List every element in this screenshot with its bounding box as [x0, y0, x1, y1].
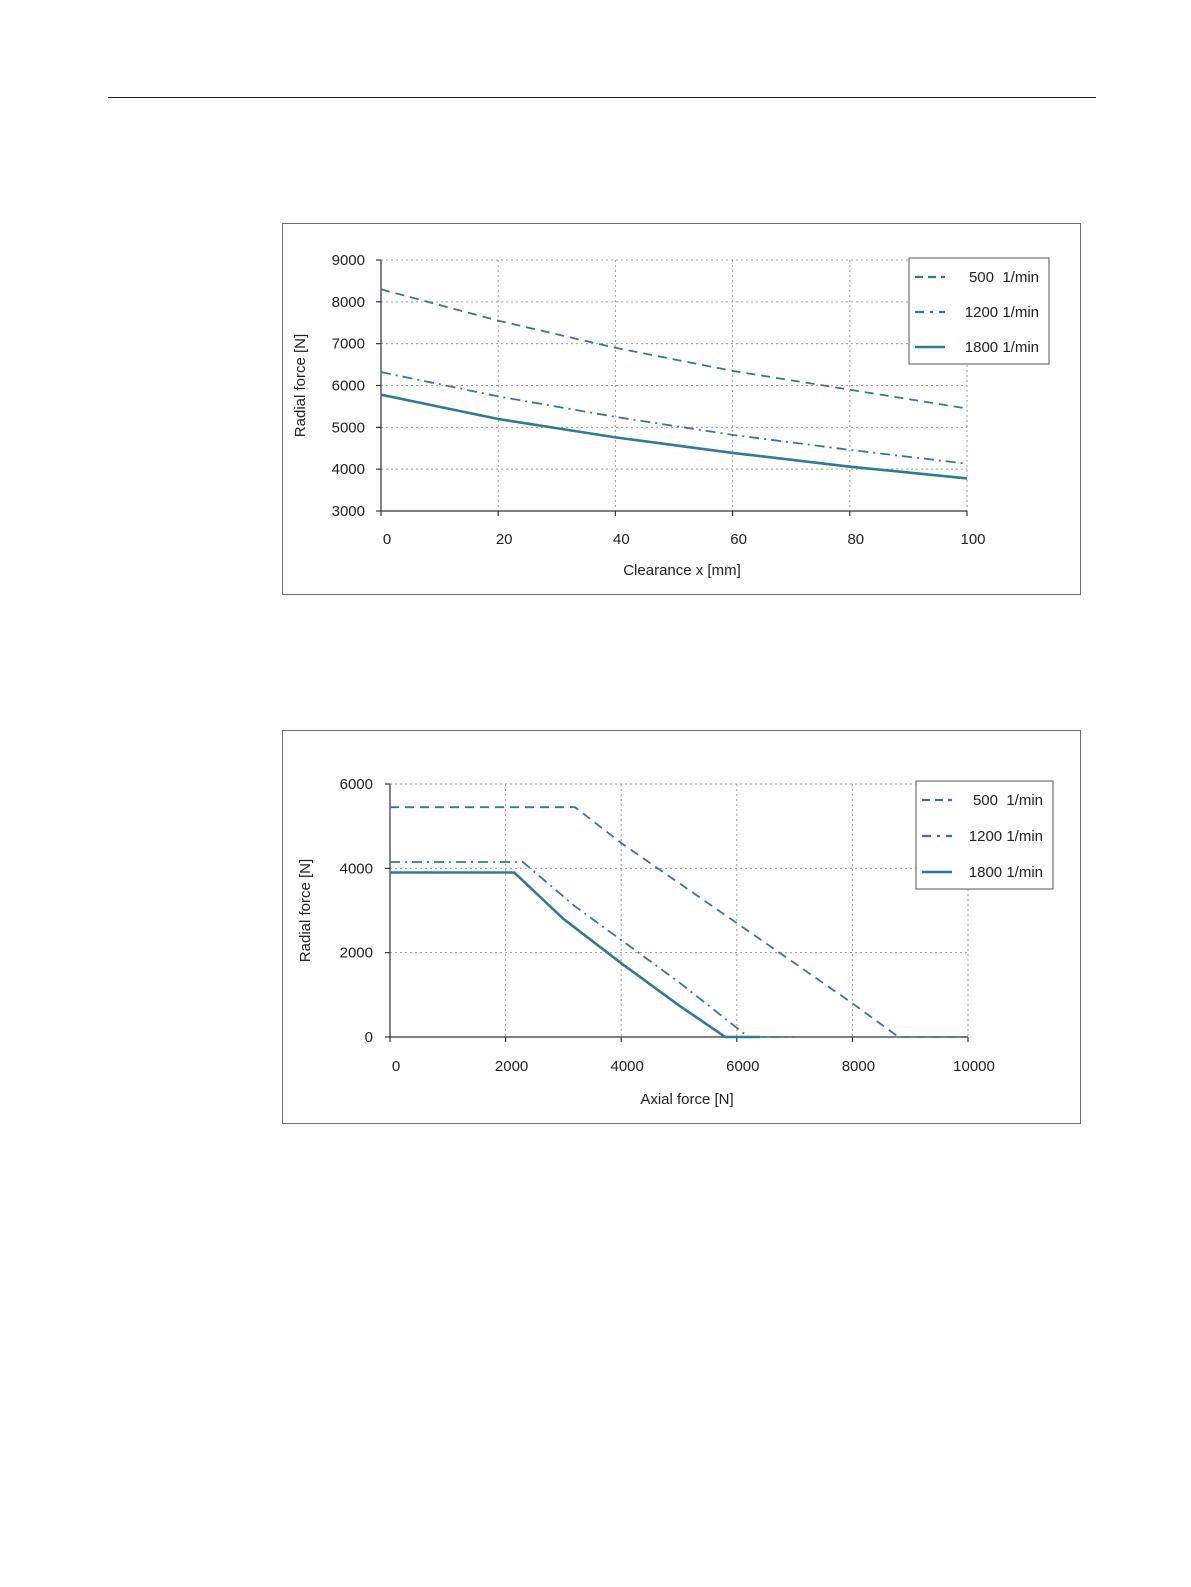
series-line-2 [380, 371, 968, 465]
page-header-rule [108, 97, 1096, 98]
y-tick-label: 7000 [332, 336, 365, 353]
x-tick-label: 100 [960, 531, 985, 548]
legend-label-2: 1200 1/min [965, 304, 1039, 321]
radial-vs-axial-chart: 0 2000 4000 6000 0 2000 4000 6000 8000 10000 Axial… [282, 730, 1081, 1124]
legend-label-1: 500 1/min [973, 792, 1043, 809]
y-tick-label: 2000 [340, 945, 373, 962]
radial-vs-clearance-plot: 3000 4000 5000 6000 7000 8000 9000 0 20 40 60 80 100… [292, 252, 1050, 579]
y-tick-label: 4000 [332, 461, 365, 478]
x-tick-label: 0 [383, 531, 391, 548]
x-tick-label: 60 [730, 531, 747, 548]
x-tick-label: 80 [847, 531, 864, 548]
legend-label-1: 500 1/min [969, 269, 1039, 286]
x-tick-label: 4000 [611, 1058, 644, 1075]
y-tick-label: 4000 [340, 860, 373, 877]
y-tick-label: 6000 [340, 776, 373, 793]
y-axis-title: Radial force [N] [297, 859, 314, 962]
legend-label-3: 1800 1/min [969, 864, 1043, 881]
x-tick-label: 10000 [953, 1058, 995, 1075]
y-tick-label: 5000 [332, 419, 365, 436]
y-tick-label: 0 [365, 1029, 373, 1046]
x-tick-label: 0 [392, 1058, 400, 1075]
x-tick-label: 8000 [842, 1058, 875, 1075]
y-tick-label: 9000 [332, 252, 365, 269]
series-line-2 [390, 861, 795, 1038]
legend-label-2: 1200 1/min [969, 828, 1043, 845]
x-tick-label: 6000 [726, 1058, 759, 1075]
y-tick-label: 6000 [332, 378, 365, 395]
series-line-3 [380, 393, 968, 480]
series-line-1 [390, 806, 968, 1038]
y-tick-label: 8000 [332, 294, 365, 311]
series-line-3 [390, 871, 760, 1039]
x-tick-label: 2000 [495, 1058, 528, 1075]
y-axis-title: Radial force [N] [292, 334, 309, 437]
radial-vs-clearance-chart: 3000 4000 5000 6000 7000 8000 9000 0 20 40 60 80 100… [282, 223, 1081, 595]
y-tick-label: 3000 [332, 503, 365, 520]
series-line-1 [380, 288, 968, 410]
legend-label-3: 1800 1/min [965, 339, 1039, 356]
x-axis-title: Axial force [N] [640, 1091, 733, 1108]
x-tick-label: 40 [613, 531, 630, 548]
radial-vs-axial-plot: 0 2000 4000 6000 0 2000 4000 6000 8000 10000 Axial… [297, 776, 1054, 1108]
x-axis-title: Clearance x [mm] [623, 562, 741, 579]
x-tick-label: 20 [496, 531, 513, 548]
